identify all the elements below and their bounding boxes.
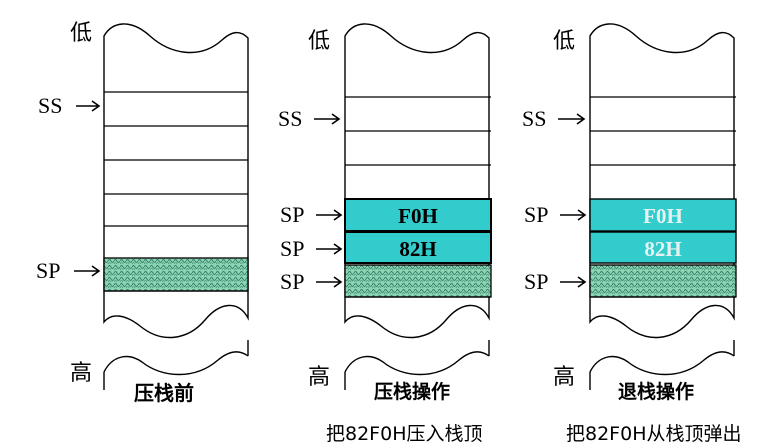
sp-arrow	[74, 265, 101, 277]
sp-label-mid: SP	[280, 236, 304, 261]
sp-arrow-bottom	[316, 276, 343, 288]
sp-label-top: SP	[524, 202, 548, 227]
sp-label-bottom: SP	[524, 269, 548, 294]
low-label: 低	[70, 20, 92, 45]
popped-cell-f0h	[589, 198, 737, 232]
sp-arrow-top	[560, 209, 587, 221]
ss-label: SS	[522, 106, 546, 131]
sp-cell-hatched	[589, 264, 737, 298]
sp-arrow-bottom	[560, 276, 587, 288]
low-label: 低	[308, 28, 330, 53]
subcaption-push: 把82F0H压入栈顶	[326, 423, 482, 445]
ss-label: SS	[278, 106, 302, 131]
sp-arrow-mid	[316, 243, 343, 255]
ss-arrow	[314, 113, 341, 125]
sp-cell-hatched	[103, 257, 249, 292]
sp-cell-hatched	[344, 264, 492, 298]
cell-82h-text: 82H	[399, 237, 436, 261]
subcaption-pop: 把82F0H从栈顶弹出	[566, 423, 741, 445]
caption-before-push: 压栈前	[134, 381, 194, 405]
stack-before-push: 低 SS SP 高 压栈前	[36, 20, 249, 405]
low-label: 低	[553, 28, 575, 53]
cell-82h-text: 82H	[644, 237, 681, 261]
ss-label: SS	[38, 93, 62, 118]
cell-f0h-text: F0H	[643, 204, 683, 228]
cell-f0h-text: F0H	[398, 204, 438, 228]
pushed-cell-82h	[344, 231, 492, 264]
sp-arrow-top	[316, 209, 343, 221]
high-label: 高	[70, 360, 92, 385]
sp-label: SP	[36, 258, 60, 283]
caption-pop: 退栈操作	[618, 380, 694, 403]
popped-cell-82h	[589, 231, 737, 264]
pushed-cell-f0h	[344, 198, 492, 232]
high-label: 高	[553, 364, 575, 389]
caption-push: 压栈操作	[374, 380, 450, 403]
stack-pop: F0H 82H 低 SS SP SP 高 退栈操作 把82F0H从栈顶弹出	[522, 23, 741, 445]
sp-label-bottom: SP	[280, 269, 304, 294]
sp-label-top: SP	[280, 202, 304, 227]
high-label: 高	[308, 364, 330, 389]
ss-arrow	[558, 113, 586, 125]
stack-push: F0H 82H 低 SS SP SP SP 高 压栈操作 把82F0H压入栈顶	[278, 23, 492, 445]
ss-arrow	[76, 100, 101, 112]
